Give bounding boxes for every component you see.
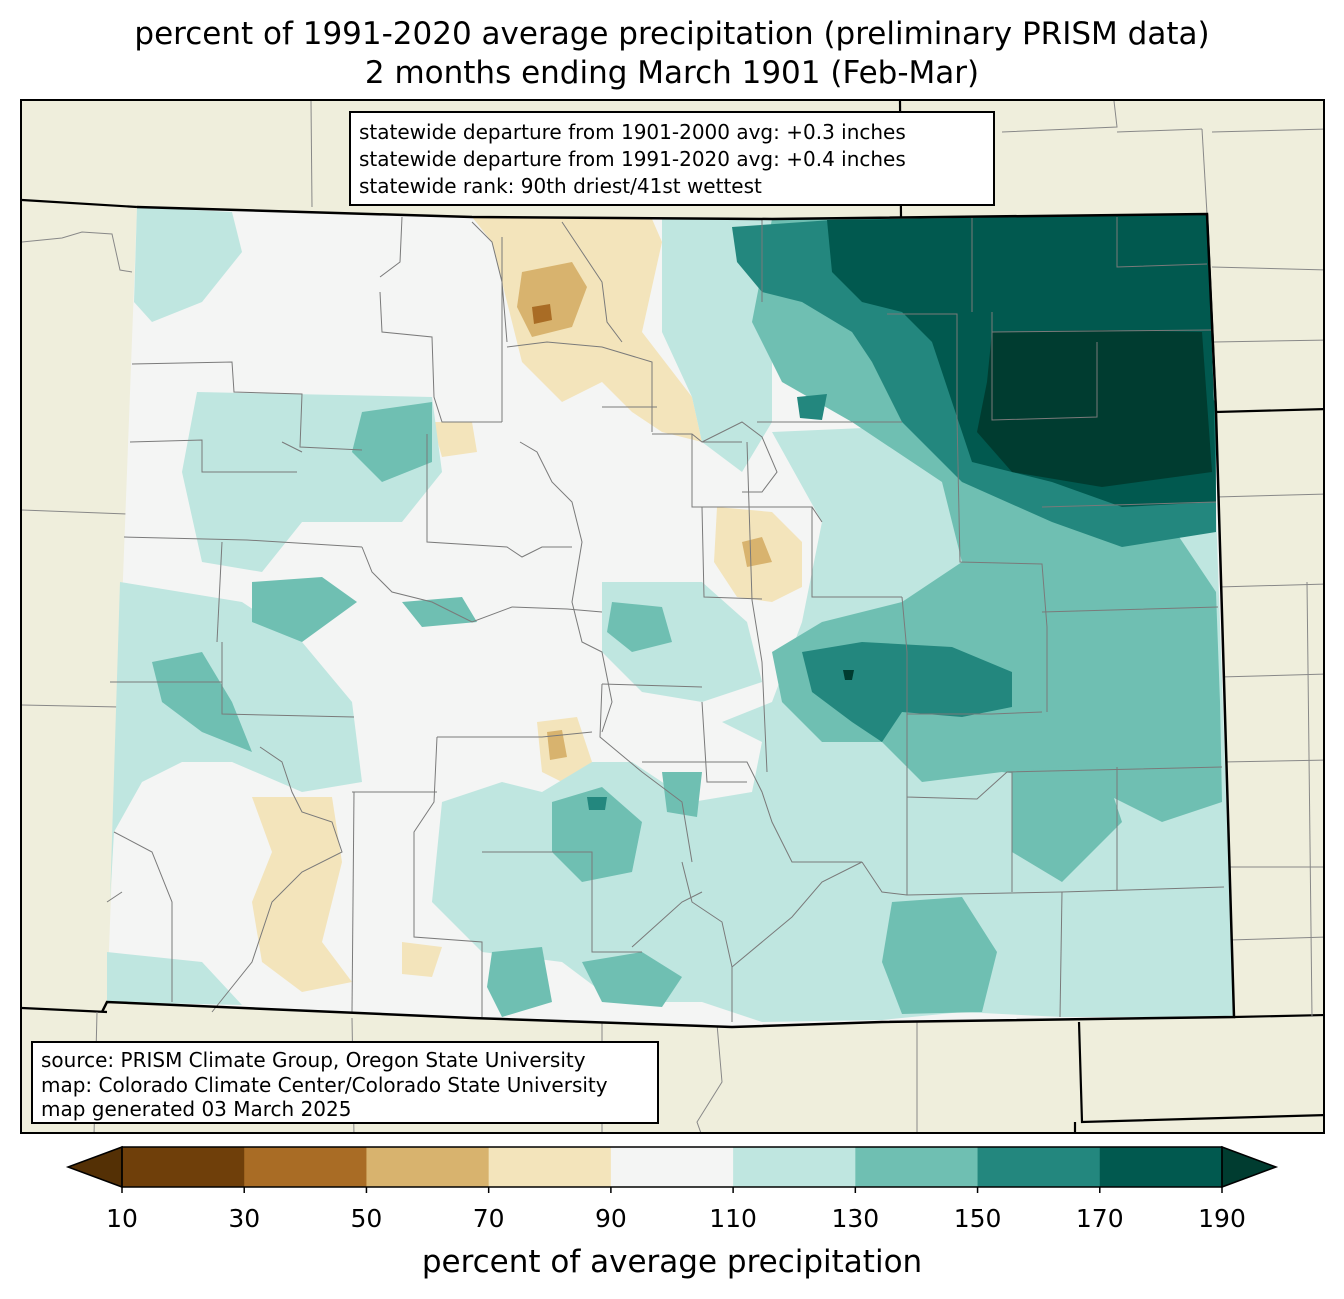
- colorbar-tick-label: 90: [594, 1204, 627, 1233]
- colorbar-tick-label: 110: [709, 1204, 757, 1233]
- precipitation-map: [22, 101, 1323, 1132]
- map-credit-line: map: Colorado Climate Center/Colorado St…: [41, 1072, 608, 1097]
- statewide-stats-box: statewide departure from 1901-2000 avg: …: [349, 111, 995, 206]
- colorbar-tick-label: 10: [106, 1204, 138, 1233]
- county-lines: [106, 216, 1225, 1022]
- colorbar-segment: [122, 1147, 245, 1187]
- colorbar-segment: [733, 1147, 856, 1187]
- colorbar-segment: [855, 1147, 979, 1187]
- colorbar-tick-label: 30: [228, 1204, 261, 1233]
- map-title-line-2: 2 months ending March 1901 (Feb-Mar): [364, 55, 980, 91]
- stat-departure-1901-2000: statewide departure from 1901-2000 avg: …: [359, 120, 906, 144]
- colorado-boundary: [100, 205, 1236, 1029]
- generated-date-line: map generated 03 March 2025: [41, 1097, 352, 1121]
- colorbar-tick-label: 50: [350, 1204, 383, 1233]
- neighbor-county-lines: [22, 101, 1323, 1132]
- colorbar-ticks: [121, 1187, 1223, 1193]
- colorbar-segment: [977, 1147, 1101, 1187]
- colorbar-segment: [488, 1147, 612, 1187]
- colorbar-tick-label: 170: [1075, 1204, 1124, 1233]
- stat-departure-1991-2020: statewide departure from 1991-2020 avg: …: [359, 147, 906, 171]
- colorbar-tick-label: 70: [472, 1204, 505, 1233]
- map-panel: [20, 99, 1325, 1134]
- colorbar-tick-label: 130: [831, 1204, 880, 1233]
- colorbar-tick-label: 150: [953, 1204, 1002, 1233]
- colorbar-segment: [610, 1147, 734, 1187]
- stat-rank: statewide rank: 90th driest/41st wettest: [359, 174, 762, 198]
- colorbar-over-arrow: [1221, 1145, 1279, 1189]
- colorbar-segment: [244, 1147, 367, 1187]
- colorbar-tick-label: 190: [1198, 1204, 1246, 1233]
- colorbar-segment: [366, 1147, 490, 1187]
- colorbar-outline: [121, 1146, 1223, 1188]
- source-line: source: PRISM Climate Group, Oregon Stat…: [41, 1048, 586, 1072]
- precip-regions: [107, 207, 1234, 1022]
- colorbar-label: percent of average precipitation: [421, 1244, 923, 1280]
- map-title-line-1: percent of 1991-2020 average precipitati…: [134, 16, 1210, 52]
- colorbar-segments: [122, 1147, 1223, 1187]
- colorbar-segment: [1099, 1147, 1223, 1187]
- colorbar: [65, 1145, 1279, 1193]
- colorbar-under-arrow: [65, 1145, 123, 1189]
- source-credit-box: source: PRISM Climate Group, Oregon Stat…: [31, 1041, 659, 1124]
